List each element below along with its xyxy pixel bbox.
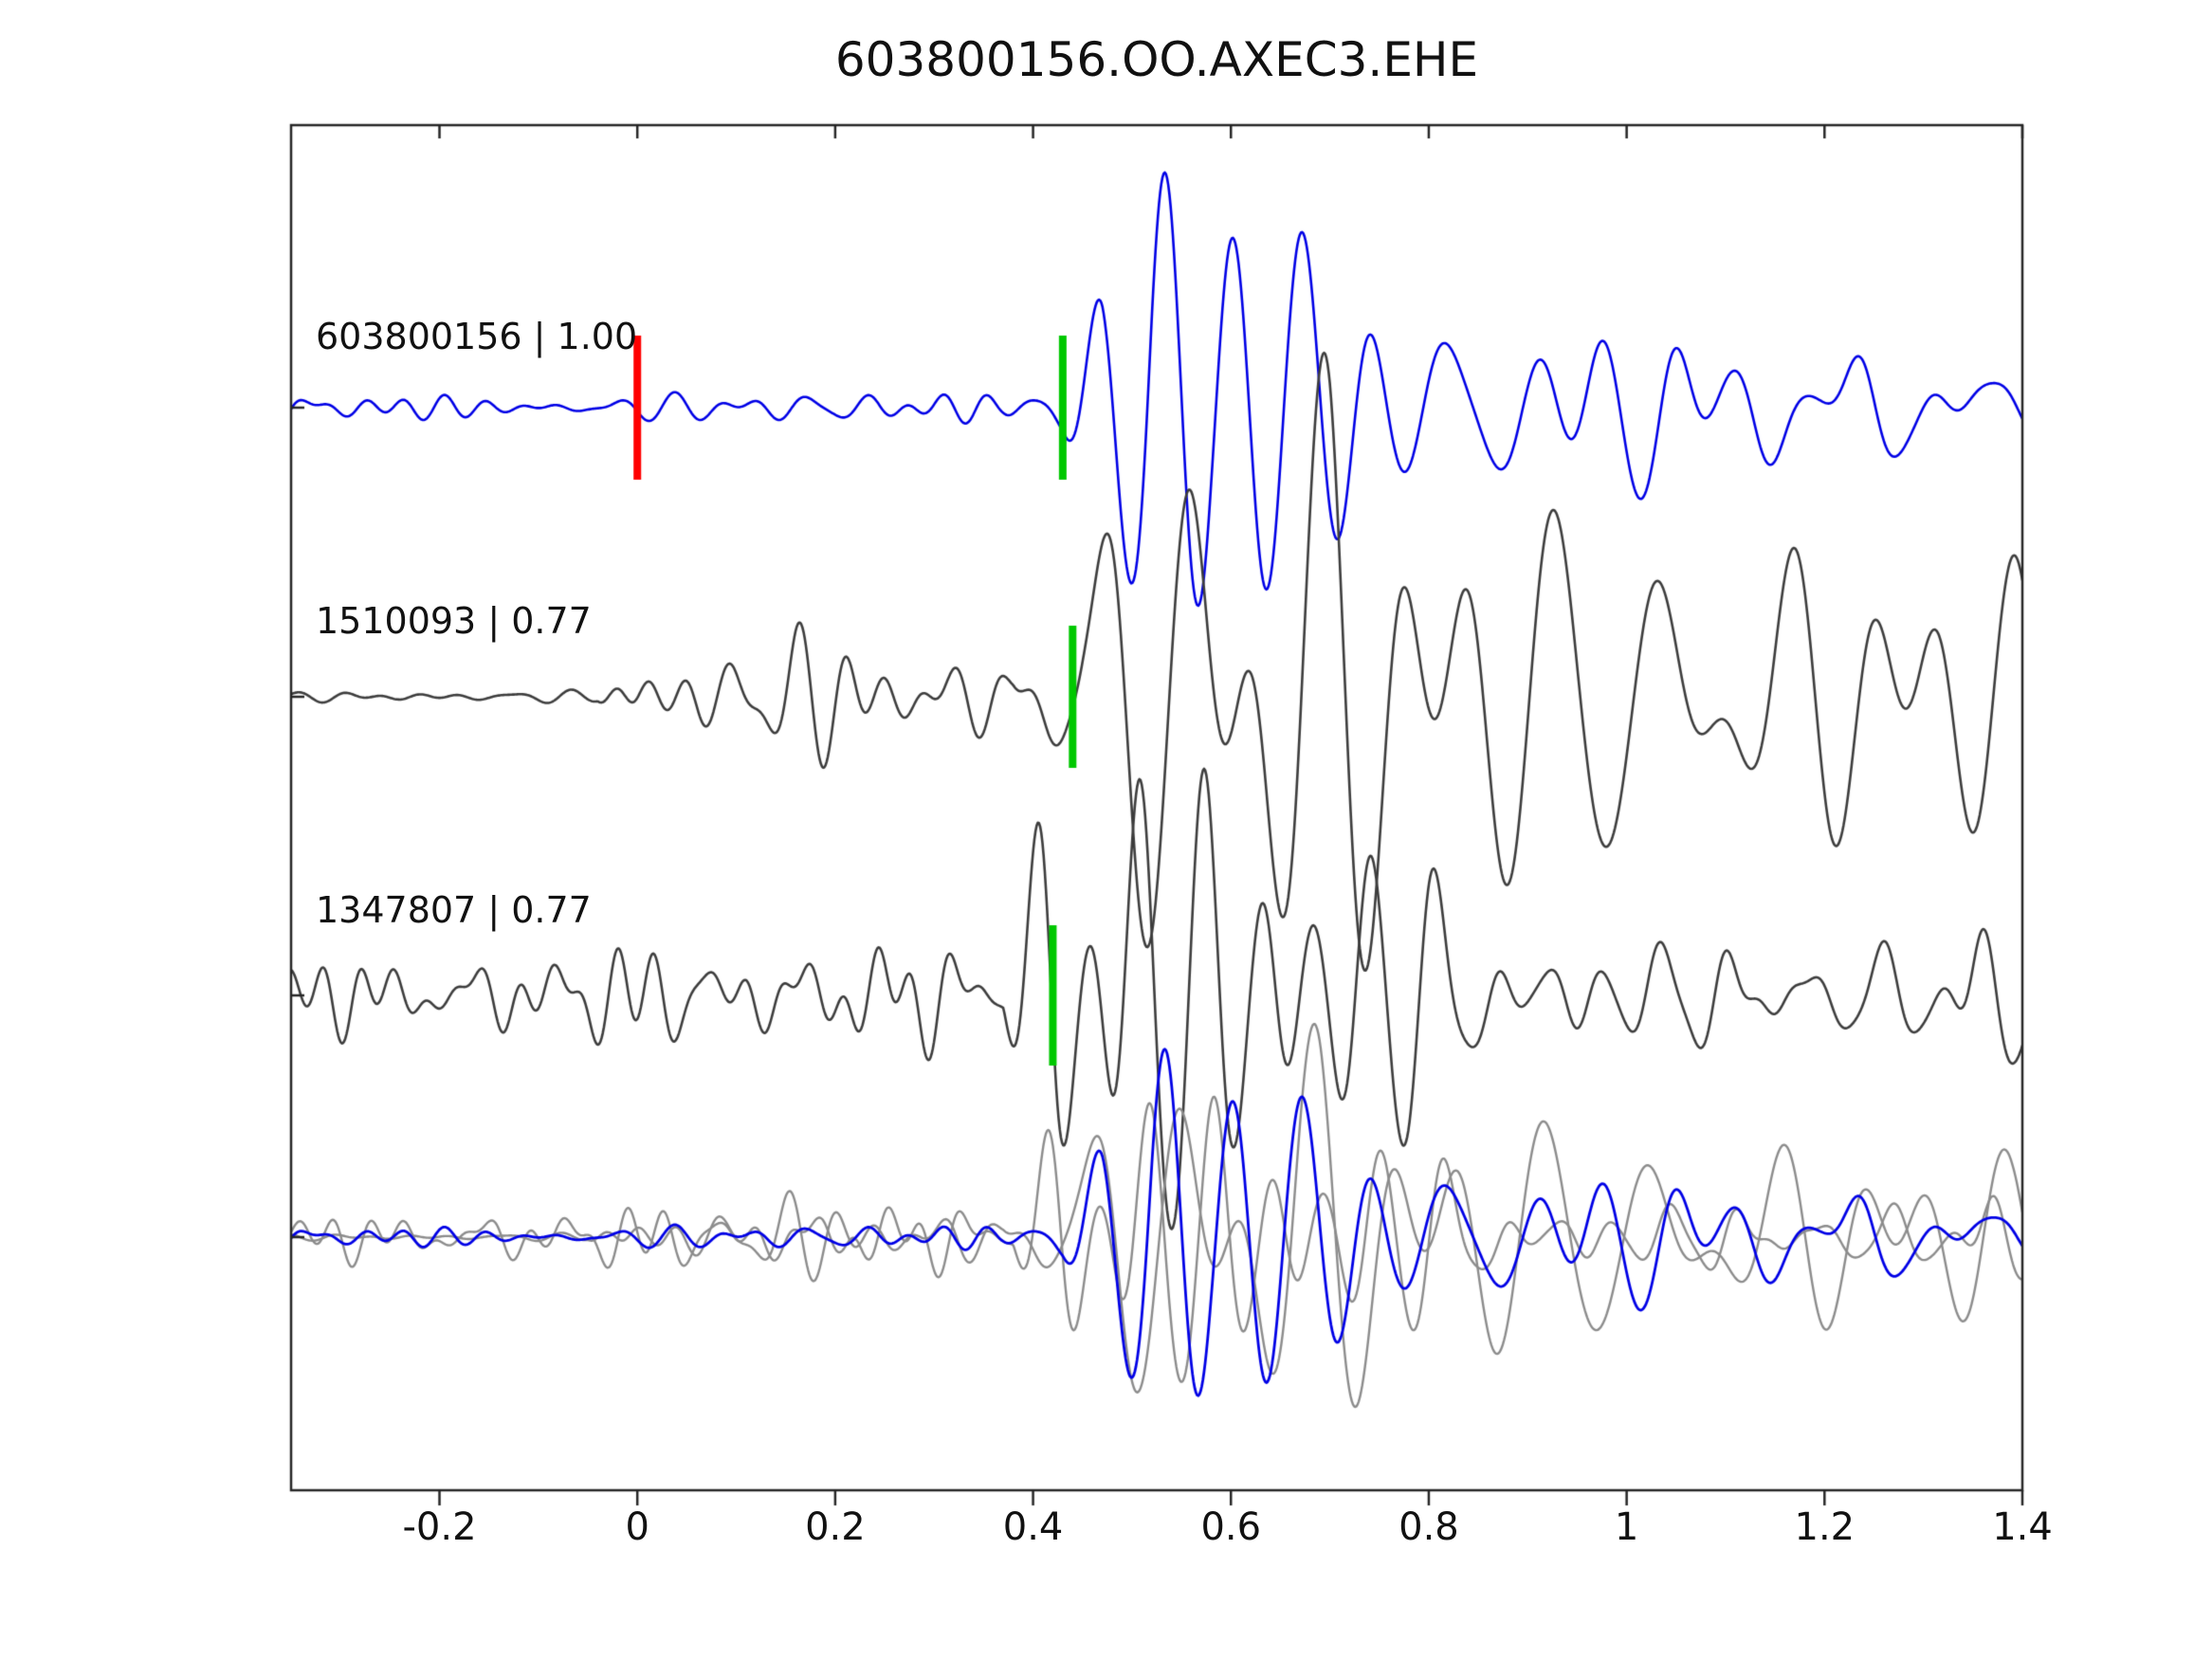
x-tick-label-1.4: 1.4 (1992, 1505, 2053, 1549)
x-tick-label-0: 0 (625, 1505, 649, 1549)
x-tick-label--0.2: -0.2 (402, 1505, 477, 1549)
trace-label-1347807: 1347807 | 0.77 (316, 889, 592, 931)
x-tick-label-0.6: 0.6 (1200, 1505, 1262, 1549)
chart-title: 603800156.OO.AXEC3.EHE (834, 32, 1479, 87)
x-tick-label-0.2: 0.2 (805, 1505, 866, 1549)
trace-label-1510093: 1510093 | 0.77 (316, 600, 592, 642)
x-tick-label-0.4: 0.4 (1002, 1505, 1064, 1549)
x-tick-label-1: 1 (1614, 1505, 1639, 1549)
x-tick-label-0.8: 0.8 (1398, 1505, 1459, 1549)
trace-label-603800156: 603800156 | 1.00 (316, 316, 638, 357)
x-tick-label-1.2: 1.2 (1794, 1505, 1856, 1549)
